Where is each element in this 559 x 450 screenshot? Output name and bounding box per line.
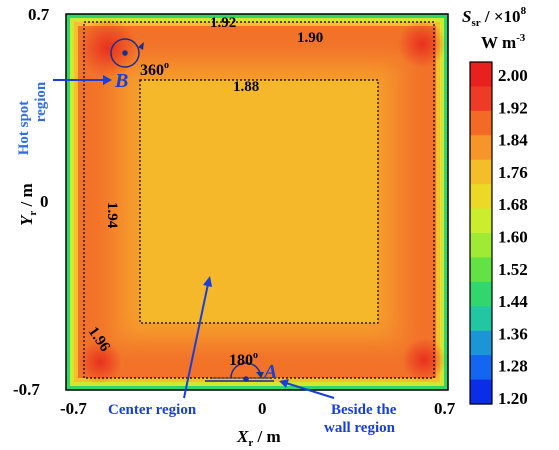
center-arrowhead [203, 276, 212, 287]
colorbar-unit-main: W m [481, 33, 516, 52]
x-axis-title: Xr / m [236, 427, 281, 449]
colorbar-swatch [470, 110, 492, 136]
colorbar-title-exp: 8 [521, 5, 527, 17]
x-tick-right: 0.7 [434, 399, 456, 418]
hot-spot-label-line2: region [33, 81, 49, 122]
colorbar-swatch [470, 159, 492, 185]
beside-wall-label-line2: wall region [324, 420, 396, 436]
y-tick-zero: 0 [40, 192, 49, 211]
colorbar-swatch [470, 306, 492, 332]
hot-spot-arrowhead [103, 75, 112, 85]
point-a-arrowhead [256, 372, 264, 378]
y-tick-bottom: -0.7 [13, 380, 40, 399]
x-tick-left: -0.7 [60, 399, 87, 418]
colorbar-tick-label: 1.84 [498, 131, 528, 150]
y-axis-title-sub: r [27, 211, 39, 216]
point-a-marker: 180o A [205, 350, 277, 383]
contour-label-194: 1.94 [104, 202, 120, 229]
y-axis-title-unit: / m [17, 183, 36, 210]
x-tick-zero: 0 [258, 399, 267, 418]
beside-wall-arrow-line [285, 382, 335, 399]
colorbar-swatches [470, 62, 492, 405]
colorbar-swatch [470, 379, 492, 405]
colorbar-tick-label: 1.28 [498, 357, 528, 376]
svg-text:180o: 180o [229, 350, 258, 369]
colorbar-tick-label: 1.76 [498, 163, 528, 182]
colorbar-swatch [470, 86, 492, 112]
hot-spot-bottom-left [78, 340, 122, 384]
point-b-orbit [110, 38, 140, 68]
point-a-label: A [262, 361, 277, 383]
contour-label-190: 1.90 [297, 30, 323, 46]
colorbar-tick-label: 1.44 [498, 292, 528, 311]
colorbar-title-rest: / ×10 [481, 7, 521, 26]
angle-a-label: 180 [229, 352, 253, 369]
colorbar-title: Ssr / ×108 [462, 5, 527, 29]
colorbar-swatch [470, 135, 492, 161]
colorbar-swatch [470, 330, 492, 356]
angle-b-label: 360 [140, 62, 164, 79]
colorbar-swatch [470, 233, 492, 259]
point-b-marker: 360o B [110, 38, 169, 92]
angle-a-degree: o [253, 350, 258, 361]
core-region [140, 80, 378, 323]
colorbar-swatch [470, 184, 492, 210]
angle-b-degree: o [164, 60, 169, 71]
center-arrow-line [183, 283, 209, 399]
point-b-arrowhead [138, 42, 144, 50]
contour-label-192: 1.92 [210, 15, 236, 31]
colorbar-title-main: S [462, 7, 471, 26]
center-region-label: Center region [108, 402, 197, 418]
colorbar-unit: W m-3 [481, 32, 526, 52]
svg-text:360o: 360o [140, 60, 169, 79]
colorbar-swatch [470, 281, 492, 307]
colorbar-tick-label: 1.20 [498, 389, 528, 408]
x-axis-title-sub: r [248, 437, 253, 449]
hot-spot-label-line1: Hot spot [16, 101, 32, 156]
hot-spot-bottom-right [402, 338, 446, 382]
colorbar-title-sub: sr [471, 17, 480, 29]
x-axis-title-main: X [236, 427, 249, 446]
colorbar-tick-labels: 2.00 1.92 1.84 1.76 1.68 1.60 1.52 1.44 1.36 1.28… [498, 66, 528, 408]
point-a-dot [243, 376, 249, 382]
x-axis-title-unit: / m [253, 427, 280, 446]
y-axis-title-main: Y [17, 214, 36, 226]
colorbar-unit-exp: -3 [516, 32, 526, 44]
colorbar-tick-label: 1.52 [498, 260, 528, 279]
colorbar-swatch [470, 208, 492, 234]
colorbar-tick-label: 2.00 [498, 66, 528, 85]
colorbar: Ssr / ×108 W m-3 2.00 1.92 1.84 1.76 1.68 1.6… [462, 5, 528, 408]
hot-spot-top-right [398, 20, 446, 68]
colorbar-frame [469, 61, 493, 405]
heatmap-field [65, 13, 449, 391]
y-axis-title: Yr / m [17, 183, 39, 226]
y-tick-top: 0.7 [28, 5, 50, 24]
beside-wall-arrowhead [279, 379, 289, 388]
hot-spot-annotation: Hot spot region [16, 75, 112, 155]
center-region-annotation: Center region [108, 276, 212, 418]
colorbar-tick-label: 1.92 [498, 98, 528, 117]
colorbar-swatch [470, 62, 492, 88]
hot-spot-top-left [78, 18, 138, 78]
point-b-label: B [114, 70, 128, 92]
colorbar-tick-label: 1.60 [498, 228, 528, 247]
beside-wall-annotation: Beside the wall region [279, 379, 397, 436]
colorbar-swatch [470, 355, 492, 381]
colorbar-swatch [470, 257, 492, 283]
plot-frame [65, 13, 449, 391]
center-dotted-boundary [139, 79, 379, 324]
point-b-dot [122, 50, 128, 56]
contour-label-188: 1.88 [233, 79, 259, 95]
colorbar-tick-label: 1.68 [498, 195, 528, 214]
colorbar-tick-label: 1.36 [498, 324, 528, 343]
beside-wall-label-line1: Beside the [331, 402, 397, 418]
